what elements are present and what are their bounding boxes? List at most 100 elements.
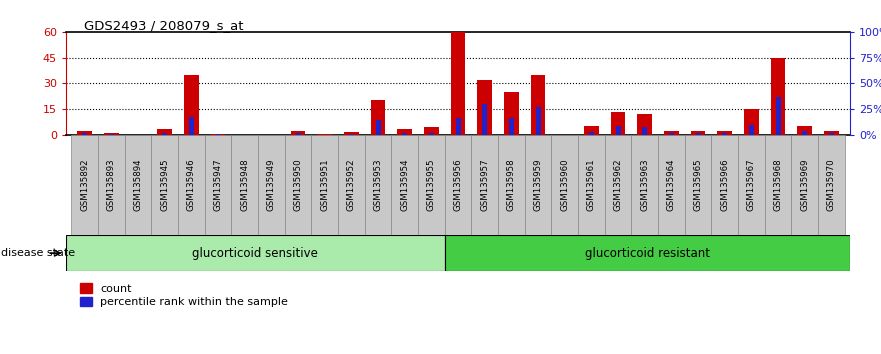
Bar xyxy=(616,126,620,135)
Text: GSM135964: GSM135964 xyxy=(667,159,676,211)
Text: GSM135946: GSM135946 xyxy=(187,159,196,211)
Bar xyxy=(104,133,119,135)
Bar xyxy=(749,125,754,135)
Bar xyxy=(578,135,604,235)
Bar xyxy=(296,133,300,135)
Bar xyxy=(258,135,285,235)
Text: GSM135894: GSM135894 xyxy=(134,159,143,211)
Bar xyxy=(632,135,658,235)
Bar xyxy=(184,75,199,135)
Text: glucorticoid sensitive: glucorticoid sensitive xyxy=(192,247,318,259)
Text: GSM135952: GSM135952 xyxy=(347,159,356,211)
Bar xyxy=(371,100,386,135)
Text: GSM135955: GSM135955 xyxy=(427,159,436,211)
Text: GSM135947: GSM135947 xyxy=(213,159,223,211)
Bar xyxy=(162,133,167,135)
Text: GSM135970: GSM135970 xyxy=(827,159,836,211)
Bar xyxy=(685,135,712,235)
Bar xyxy=(375,120,381,135)
Bar xyxy=(78,131,93,135)
Bar xyxy=(824,131,839,135)
Bar xyxy=(791,135,818,235)
Bar xyxy=(349,134,354,135)
Bar xyxy=(717,131,732,135)
Bar xyxy=(418,135,445,235)
Text: GSM135951: GSM135951 xyxy=(321,159,329,211)
Text: GSM135945: GSM135945 xyxy=(160,159,169,211)
Bar xyxy=(691,131,706,135)
Bar xyxy=(669,133,674,135)
Bar xyxy=(451,32,465,135)
Bar xyxy=(71,135,98,235)
Text: GSM135961: GSM135961 xyxy=(587,159,596,211)
Bar xyxy=(429,133,433,135)
Bar xyxy=(285,135,312,235)
Bar xyxy=(82,133,87,135)
Bar xyxy=(445,135,471,235)
Bar xyxy=(664,131,679,135)
Bar xyxy=(152,135,178,235)
Text: GSM135950: GSM135950 xyxy=(293,159,302,211)
Text: glucorticoid resistant: glucorticoid resistant xyxy=(585,247,710,259)
Text: GSM135956: GSM135956 xyxy=(454,159,463,211)
Bar xyxy=(803,131,807,135)
Bar xyxy=(712,135,738,235)
Bar xyxy=(776,97,781,135)
Text: GSM135949: GSM135949 xyxy=(267,159,276,211)
Bar xyxy=(638,114,652,135)
Bar xyxy=(509,118,514,135)
Text: GSM135960: GSM135960 xyxy=(560,159,569,211)
Text: GSM135965: GSM135965 xyxy=(693,159,703,211)
Text: GSM135892: GSM135892 xyxy=(80,159,89,211)
Bar xyxy=(604,135,632,235)
Bar xyxy=(344,132,359,135)
Bar xyxy=(584,126,599,135)
Text: GSM135966: GSM135966 xyxy=(721,159,729,211)
Bar xyxy=(397,130,412,135)
Bar xyxy=(658,135,685,235)
Bar xyxy=(178,135,204,235)
Bar xyxy=(403,133,407,135)
Bar xyxy=(125,135,152,235)
Text: GSM135948: GSM135948 xyxy=(241,159,249,211)
Bar xyxy=(483,104,487,135)
Bar xyxy=(530,75,545,135)
Bar xyxy=(391,135,418,235)
Text: GSM135968: GSM135968 xyxy=(774,159,782,211)
Bar xyxy=(317,134,332,135)
Text: GSM135967: GSM135967 xyxy=(747,159,756,211)
Bar xyxy=(211,134,226,135)
Bar xyxy=(504,92,519,135)
Text: GSM135969: GSM135969 xyxy=(800,159,810,211)
Bar xyxy=(109,134,114,135)
Bar xyxy=(98,135,125,235)
Text: GSM135954: GSM135954 xyxy=(400,159,410,211)
Bar xyxy=(738,135,765,235)
Bar xyxy=(158,130,172,135)
Bar xyxy=(611,112,626,135)
Bar xyxy=(536,107,541,135)
Text: disease state: disease state xyxy=(1,248,75,258)
Text: GSM135959: GSM135959 xyxy=(534,159,543,211)
Bar xyxy=(338,135,365,235)
Bar xyxy=(552,135,578,235)
Bar xyxy=(189,117,194,135)
Bar xyxy=(498,135,525,235)
Text: GSM135962: GSM135962 xyxy=(614,159,623,211)
Bar xyxy=(445,235,850,271)
Bar xyxy=(642,127,648,135)
Bar xyxy=(232,135,258,235)
Bar xyxy=(722,133,727,135)
Bar xyxy=(424,127,439,135)
Bar xyxy=(365,135,391,235)
Legend: count, percentile rank within the sample: count, percentile rank within the sample xyxy=(80,284,288,307)
Text: GSM135963: GSM135963 xyxy=(640,159,649,211)
Bar xyxy=(818,135,845,235)
Bar xyxy=(471,135,498,235)
Bar xyxy=(66,235,445,271)
Bar xyxy=(765,135,791,235)
Bar xyxy=(525,135,552,235)
Bar xyxy=(312,135,338,235)
Bar xyxy=(744,109,759,135)
Bar xyxy=(696,133,700,135)
